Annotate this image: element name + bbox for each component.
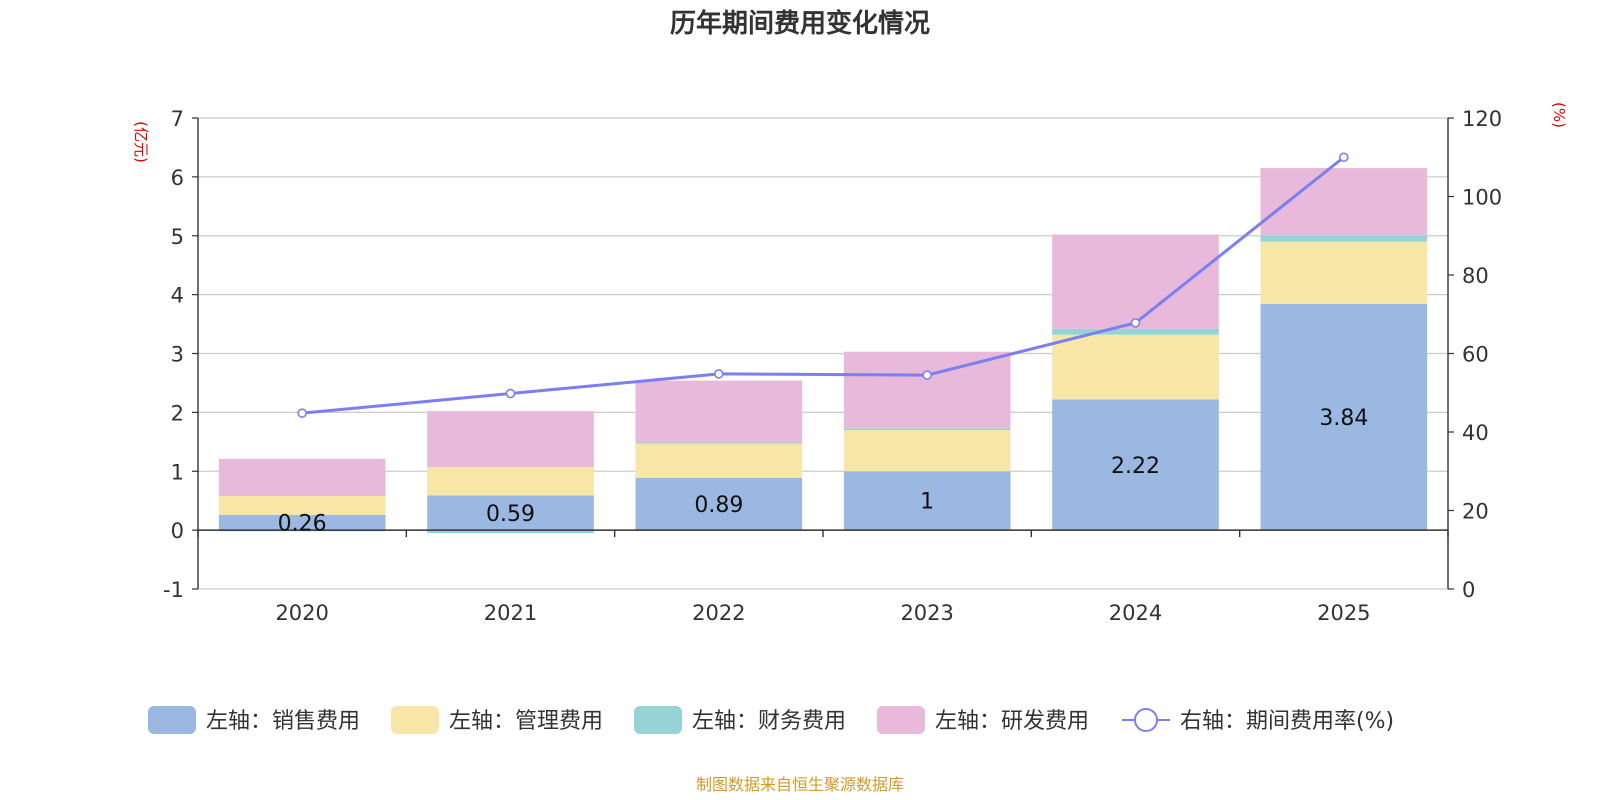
rate-point (922, 370, 932, 380)
category-label: 2023 (900, 601, 953, 625)
left-tick-label: 0 (171, 519, 184, 543)
bar-segment (635, 380, 803, 443)
data-label: 0.89 (694, 493, 743, 518)
bar-segment (843, 428, 1011, 431)
bar-segment (218, 458, 386, 496)
rate-point (1339, 152, 1349, 163)
data-label: 0.59 (486, 502, 535, 527)
left-tick-label: 3 (171, 343, 184, 367)
left-tick-label: 4 (171, 284, 184, 308)
bar-segment (1052, 234, 1219, 329)
legend-swatch (877, 706, 925, 734)
bar-segment (843, 430, 1011, 472)
left-tick-label: -1 (163, 578, 184, 602)
left-tick-label: 5 (171, 225, 184, 249)
category-label: 2025 (1317, 601, 1370, 625)
right-tick-label: 100 (1462, 186, 1502, 210)
left-axis-unit: (亿元) (132, 121, 150, 163)
legend-swatch (391, 706, 439, 734)
bar-segment (1052, 399, 1219, 531)
legend: 左轴：销售费用 左轴：管理费用 左轴：财务费用 左轴：研发费用 右轴：期间费用率(%) (148, 706, 1394, 734)
bar-segment (1052, 334, 1219, 400)
right-axis-unit: (%) (1550, 102, 1568, 128)
category-label: 2020 (275, 601, 328, 625)
bar-segment (427, 495, 594, 531)
bar-segment (1260, 241, 1428, 305)
left-tick-label: 7 (171, 107, 184, 131)
bar-segment (218, 495, 386, 515)
right-tick-label: 120 (1462, 107, 1502, 131)
data-label: 0.26 (278, 511, 327, 536)
bar-segment (427, 530, 594, 534)
legend-label: 左轴：销售费用 (206, 709, 360, 734)
bar-segment (218, 514, 386, 531)
legend-label: 右轴：期间费用率(%) (1180, 709, 1394, 734)
left-tick-label: 2 (171, 401, 184, 425)
bar-segment (635, 443, 803, 478)
bar-segment (843, 471, 1011, 531)
right-tick-label: 60 (1462, 343, 1489, 367)
left-tick-label: 1 (171, 460, 184, 484)
rate-point (297, 408, 307, 418)
rate-line (302, 156, 1345, 415)
source-note: 制图数据来自恒生聚源数据库 (696, 775, 904, 794)
data-label: 1 (920, 490, 934, 515)
right-tick-label: 40 (1462, 421, 1489, 445)
bar-segment (1052, 328, 1219, 335)
right-tick-label: 0 (1462, 578, 1475, 602)
bar-segment (1260, 235, 1428, 242)
bar-segment (1260, 304, 1428, 531)
bar-segment (635, 477, 803, 531)
rate-point (1130, 318, 1141, 328)
legend-label: 左轴：财务费用 (692, 709, 846, 734)
chart-title: 历年期间费用变化情况 (670, 8, 930, 39)
data-labels: 0.26 0.59 0.89 1 2.22 3.84 (278, 406, 1369, 536)
data-label: 2.22 (1111, 454, 1160, 479)
legend-swatch (148, 706, 196, 734)
category-label: 2024 (1109, 601, 1162, 625)
legend-marker (1134, 708, 1158, 732)
right-tick-label: 80 (1462, 264, 1489, 288)
axes: -1 0 1 2 3 4 5 6 7 0 20 40 60 80 100 120 2020 2021 2022 202… (163, 107, 1502, 625)
left-tick-label: 6 (171, 166, 184, 190)
legend-label: 左轴：管理费用 (449, 709, 603, 734)
category-label: 2021 (484, 601, 537, 625)
rate-point (505, 388, 516, 399)
bar-segment (843, 351, 1011, 429)
legend-swatch (634, 706, 682, 734)
data-label: 3.84 (1319, 406, 1368, 431)
bar-segment (635, 442, 803, 444)
category-label: 2022 (692, 601, 745, 625)
bar-segment (427, 411, 594, 468)
right-tick-label: 20 (1462, 500, 1489, 524)
expense-rate-line (297, 152, 1349, 418)
rate-point (714, 369, 724, 379)
legend-label: 左轴：研发费用 (935, 709, 1089, 734)
bars (218, 168, 1428, 534)
bar-segment (427, 467, 594, 496)
